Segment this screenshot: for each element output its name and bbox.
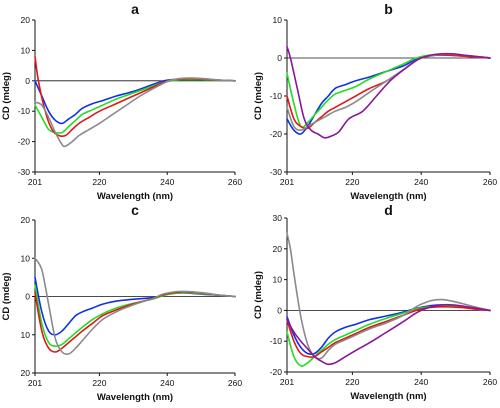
series-line-blue bbox=[286, 304, 491, 356]
x-tick-label: 201 bbox=[280, 177, 294, 187]
y-tick-label: -10 bbox=[270, 91, 283, 101]
x-tick-label: 220 bbox=[345, 377, 359, 387]
x-tick-label: 220 bbox=[92, 378, 106, 388]
x-axis-label: Wavelength (nm) bbox=[350, 191, 426, 202]
series-line-red bbox=[286, 305, 491, 358]
x-tick-label: 201 bbox=[28, 378, 42, 388]
y-tick-label: 10 bbox=[21, 253, 31, 263]
y-tick-label: 20 bbox=[21, 215, 31, 225]
x-axis-label: Wavelength (nm) bbox=[97, 191, 173, 202]
y-axis-label: CD (mdeg) bbox=[253, 271, 264, 319]
y-tick-label: -20 bbox=[18, 137, 31, 147]
series-line-purple bbox=[286, 303, 491, 366]
y-axis-label: CD (mdeg) bbox=[1, 72, 12, 120]
y-tick-label: -30 bbox=[18, 167, 31, 177]
series-line-green bbox=[34, 78, 236, 134]
series-line-gray bbox=[34, 77, 236, 148]
x-tick-label: 220 bbox=[92, 177, 106, 187]
x-tick-label: 240 bbox=[414, 377, 428, 387]
y-axis-label: CD (mdeg) bbox=[253, 72, 264, 120]
x-axis-label: Wavelength (nm) bbox=[97, 392, 173, 403]
y-tick-label: 30 bbox=[273, 213, 283, 223]
y-tick-label: -30 bbox=[270, 167, 283, 177]
y-tick-label: -20 bbox=[270, 129, 283, 139]
series-line-blue bbox=[34, 276, 236, 336]
panel-title: a bbox=[131, 1, 139, 17]
x-tick-label: 201 bbox=[280, 377, 294, 387]
series-line-red bbox=[286, 54, 491, 130]
x-tick-label: 201 bbox=[28, 177, 42, 187]
y-tick-label: 10 bbox=[273, 275, 283, 285]
y-tick-label: -10 bbox=[18, 106, 31, 116]
y-tick-label: -20 bbox=[270, 367, 283, 377]
y-tick-label: 0 bbox=[277, 53, 282, 63]
series-line-green bbox=[286, 53, 491, 129]
y-tick-label: 0 bbox=[25, 76, 30, 86]
y-axis-label: CD (mdeg) bbox=[1, 272, 12, 320]
x-tick-label: 240 bbox=[160, 378, 174, 388]
x-tick-label: 260 bbox=[483, 377, 497, 387]
series-line-gray bbox=[34, 257, 236, 356]
series-line-gray bbox=[286, 232, 491, 360]
y-tick-label: 20 bbox=[273, 244, 283, 254]
x-axis-label: Wavelength (nm) bbox=[350, 391, 426, 402]
x-tick-label: 240 bbox=[414, 177, 428, 187]
panel-title: d bbox=[384, 202, 393, 218]
panel-title: c bbox=[131, 202, 139, 218]
y-tick-label: 10 bbox=[21, 330, 31, 340]
y-tick-label: 10 bbox=[273, 15, 283, 25]
y-tick-label: 0 bbox=[277, 305, 282, 315]
series-line-blue bbox=[286, 54, 491, 135]
series-line-gray bbox=[286, 53, 491, 131]
series-line-red bbox=[34, 55, 236, 138]
y-tick-label: 0 bbox=[25, 292, 30, 302]
series-line-blue bbox=[34, 78, 236, 125]
x-tick-label: 260 bbox=[228, 378, 242, 388]
series-line-purple bbox=[286, 45, 491, 139]
x-tick-label: 240 bbox=[160, 177, 174, 187]
panel-title: b bbox=[384, 1, 393, 17]
y-tick-label: 20 bbox=[21, 368, 31, 378]
x-tick-label: 260 bbox=[228, 177, 242, 187]
y-tick-label: 20 bbox=[21, 15, 31, 25]
y-tick-label: 10 bbox=[21, 45, 31, 55]
x-tick-label: 220 bbox=[345, 177, 359, 187]
x-tick-label: 260 bbox=[483, 177, 497, 187]
y-tick-label: -10 bbox=[270, 336, 283, 346]
